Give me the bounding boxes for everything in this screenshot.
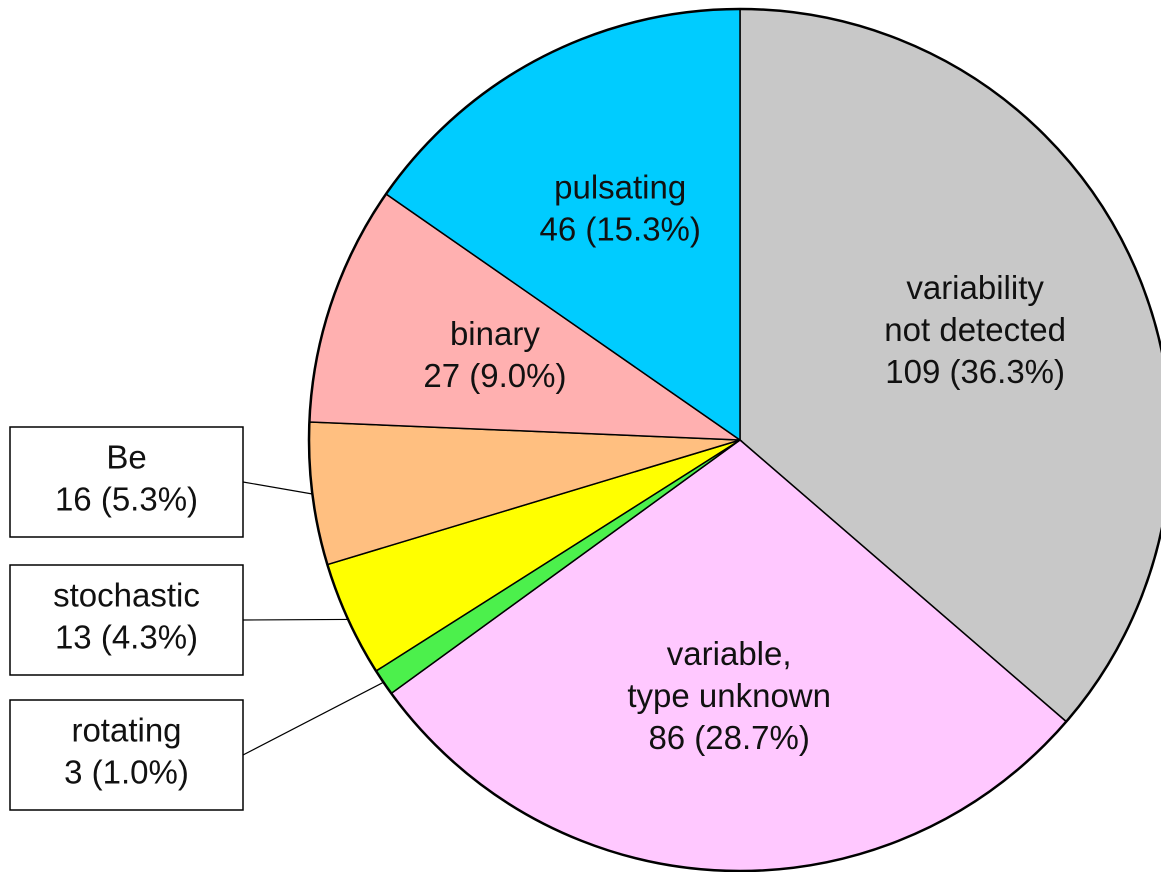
slice-label: not detected — [884, 311, 1066, 348]
slice-label: pulsating — [554, 169, 686, 206]
label-box — [9, 426, 244, 538]
value-label: 27 (9.0%) — [423, 357, 566, 394]
value-label: 3 (1.0%) — [64, 754, 189, 791]
value-label: 16 (5.3%) — [55, 481, 198, 518]
leader-line — [242, 618, 349, 621]
slice-label: Be — [106, 439, 146, 476]
slice-label: type unknown — [627, 677, 831, 714]
slice-label: binary — [450, 315, 540, 352]
label-box — [9, 699, 244, 811]
slice-label: variable, — [667, 635, 792, 672]
slice-label: rotating — [71, 712, 181, 749]
leader-line — [242, 681, 384, 756]
slice-label: variability — [906, 269, 1044, 306]
leader-line — [242, 481, 313, 495]
slice-label: stochastic — [53, 577, 200, 614]
value-label: 86 (28.7%) — [648, 719, 809, 756]
value-label: 46 (15.3%) — [539, 211, 700, 248]
value-label: 13 (4.3%) — [55, 619, 198, 656]
value-label: 109 (36.3%) — [885, 353, 1065, 390]
pie-outline — [307, 7, 1161, 872]
label-box — [9, 564, 244, 676]
